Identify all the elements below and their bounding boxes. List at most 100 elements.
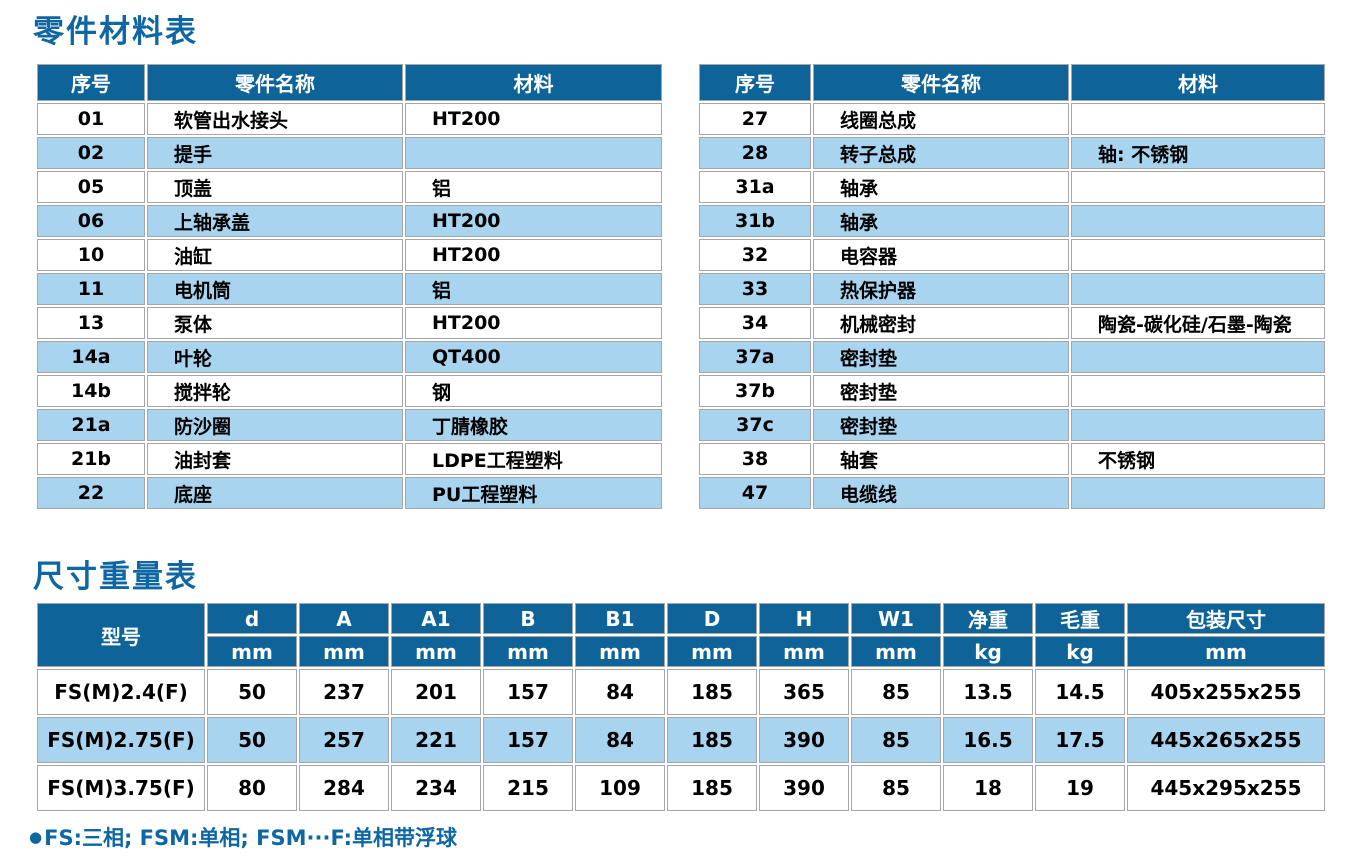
part-name: 轴套 <box>813 443 1069 475</box>
part-material: HT200 <box>405 103 662 135</box>
part-no: 10 <box>37 239 145 271</box>
col-unit-包装尺寸: mm <box>1127 636 1325 667</box>
part-no: 31a <box>699 171 811 203</box>
value-毛重: 19 <box>1035 765 1125 811</box>
col-header-material: 材料 <box>405 64 662 101</box>
value-包装尺寸: 445x295x255 <box>1127 765 1325 811</box>
part-no: 14a <box>37 341 145 373</box>
parts-row-left-01: 01 软管出水接头 HT200 <box>37 103 662 135</box>
value-d: 50 <box>207 717 297 763</box>
part-no: 28 <box>699 137 811 169</box>
part-no: 47 <box>699 477 811 509</box>
part-name: 电缆线 <box>813 477 1069 509</box>
dim-header-units-row: mm mm mm mm mm mm mm mm kg kg mm <box>37 636 1325 667</box>
parts-row-left-11: 11 电机筒铝 <box>37 273 662 305</box>
part-no: 27 <box>699 103 811 135</box>
part-material <box>1071 171 1325 203</box>
parts-row-left-21a: 21a 防沙圈 丁腈橡胶 <box>37 409 662 441</box>
part-material: PU工程塑料 <box>405 477 662 509</box>
part-name: 轴承 <box>813 205 1069 237</box>
part-no: 34 <box>699 307 811 339</box>
part-no: 33 <box>699 273 811 305</box>
part-no: 31b <box>699 205 811 237</box>
parts-row-right-33: 33 热保护器 <box>699 273 1325 305</box>
part-no: 22 <box>37 477 145 509</box>
part-name: 密封垫 <box>813 341 1069 373</box>
part-material <box>1071 375 1325 407</box>
part-material <box>1071 273 1325 305</box>
value-B: 157 <box>483 669 573 715</box>
parts-row-left-22: 22 底座 PU工程塑料 <box>37 477 662 509</box>
parts-row-right-32: 32 电容器 <box>699 239 1325 271</box>
part-name: 线圈总成 <box>813 103 1069 135</box>
value-B1: 109 <box>575 765 665 811</box>
col-header-包装尺寸: 包装尺寸 <box>1127 603 1325 634</box>
part-no: 21b <box>37 443 145 475</box>
part-no: 02 <box>37 137 145 169</box>
part-no: 32 <box>699 239 811 271</box>
value-W1: 85 <box>851 765 941 811</box>
value-净重: 13.5 <box>943 669 1033 715</box>
value-d: 50 <box>207 669 297 715</box>
col-header-B1: B1 <box>575 603 665 634</box>
part-name: 电容器 <box>813 239 1069 271</box>
parts-row-left-06: 06 上轴承盖 HT200 <box>37 205 662 237</box>
parts-row-left-05: 05 顶盖铝 <box>37 171 662 203</box>
parts-table-title: 零件材料表 <box>33 14 198 50</box>
value-d: 80 <box>207 765 297 811</box>
parts-row-right-34: 34 机械密封 陶瓷-碳化硅/石墨-陶瓷 <box>699 307 1325 339</box>
part-name: 软管出水接头 <box>147 103 403 135</box>
value-W1: 85 <box>851 669 941 715</box>
parts-row-right-37c: 37c 密封垫 <box>699 409 1325 441</box>
parts-row-right-28: 28 转子总成 轴: 不锈钢 <box>699 137 1325 169</box>
part-name: 防沙圈 <box>147 409 403 441</box>
part-no: 05 <box>37 171 145 203</box>
part-no: 14b <box>37 375 145 407</box>
value-包装尺寸: 445x265x255 <box>1127 717 1325 763</box>
value-A1: 201 <box>391 669 481 715</box>
value-B: 157 <box>483 717 573 763</box>
dim-row-FS(M)2.4(F): FS(M)2.4(F) 50 237 201 157 84 185 365 85 13.5 14.5… <box>37 669 1325 715</box>
value-净重: 18 <box>943 765 1033 811</box>
value-H: 390 <box>759 717 849 763</box>
value-A: 237 <box>299 669 389 715</box>
parts-table-right-body: 27 线圈总成 28 转子总成 轴: 不锈钢 31a 轴承 31b 轴承 32 电容器 33 热保护器 3… <box>699 103 1325 509</box>
col-unit-D: mm <box>667 636 757 667</box>
part-material: 铝 <box>405 171 662 203</box>
part-material: HT200 <box>405 205 662 237</box>
part-name: 轴承 <box>813 171 1069 203</box>
parts-table-left-header: 序号 零件名称 材料 <box>37 64 662 101</box>
col-unit-B: mm <box>483 636 573 667</box>
value-A1: 221 <box>391 717 481 763</box>
dim-row-FS(M)2.75(F): FS(M)2.75(F) 50 257 221 157 84 185 390 85 16.5 17.… <box>37 717 1325 763</box>
part-name: 转子总成 <box>813 137 1069 169</box>
part-material: 轴: 不锈钢 <box>1071 137 1325 169</box>
part-no: 21a <box>37 409 145 441</box>
col-header-A1: A1 <box>391 603 481 634</box>
value-净重: 16.5 <box>943 717 1033 763</box>
part-name: 机械密封 <box>813 307 1069 339</box>
col-header-d: d <box>207 603 297 634</box>
col-header-毛重: 毛重 <box>1035 603 1125 634</box>
part-no: 13 <box>37 307 145 339</box>
footnote-text: FS:三相; FSM:单相; FSM···F:单相带浮球 <box>44 826 458 850</box>
parts-table-left-body: 01 软管出水接头 HT200 02 提手 05 顶盖铝 06 上轴承盖 HT200 10 油缸 HT2… <box>37 103 662 509</box>
part-material <box>1071 409 1325 441</box>
value-A: 257 <box>299 717 389 763</box>
col-header-no: 序号 <box>699 64 811 101</box>
parts-row-left-14a: 14a 叶轮 QT400 <box>37 341 662 373</box>
parts-row-right-37b: 37b 密封垫 <box>699 375 1325 407</box>
part-material: 不锈钢 <box>1071 443 1325 475</box>
part-no: 06 <box>37 205 145 237</box>
part-name: 底座 <box>147 477 403 509</box>
header-row: 序号 零件名称 材料 <box>37 64 662 101</box>
part-name: 泵体 <box>147 307 403 339</box>
value-H: 365 <box>759 669 849 715</box>
col-unit-A1: mm <box>391 636 481 667</box>
part-name: 电机筒 <box>147 273 403 305</box>
col-header-material: 材料 <box>1071 64 1325 101</box>
parts-row-right-31a: 31a 轴承 <box>699 171 1325 203</box>
col-header-part-name: 零件名称 <box>147 64 403 101</box>
part-material: QT400 <box>405 341 662 373</box>
parts-row-right-31b: 31b 轴承 <box>699 205 1325 237</box>
